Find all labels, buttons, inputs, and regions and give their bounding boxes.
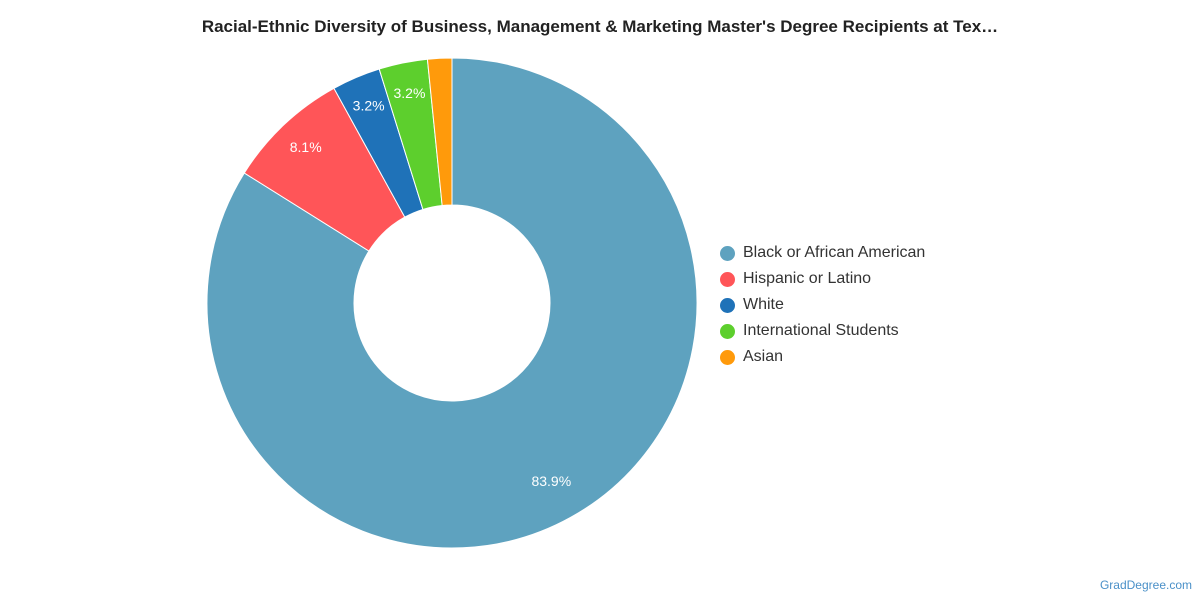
legend-swatch <box>720 323 735 339</box>
credit-link[interactable]: GradDegree.com <box>1099 578 1192 592</box>
legend-item-international-students[interactable]: International Students <box>720 318 925 344</box>
legend-label: Hispanic or Latino <box>743 270 872 287</box>
data-labels-group: 83.9% 8.1% 3.2% 3.2% <box>290 85 571 489</box>
legend-label: International Students <box>743 322 899 339</box>
legend: Black or African American Hispanic or La… <box>720 240 925 370</box>
legend-swatch <box>720 297 735 313</box>
legend-label: White <box>743 296 784 313</box>
data-label-white: 3.2% <box>353 98 385 114</box>
legend-item-white[interactable]: White <box>720 292 925 318</box>
legend-item-asian[interactable]: Asian <box>720 344 925 370</box>
data-label-hispanic-or-latino: 8.1% <box>290 139 322 155</box>
legend-item-black-or-african-american[interactable]: Black or African American <box>720 240 925 266</box>
chart-title: Racial-Ethnic Diversity of Business, Man… <box>201 17 999 36</box>
legend-label: Black or African American <box>743 244 926 261</box>
legend-label: Asian <box>743 348 784 365</box>
data-label-international-students: 3.2% <box>394 85 426 101</box>
legend-swatch <box>720 349 735 365</box>
legend-swatch <box>720 271 735 287</box>
legend-swatch <box>720 245 735 261</box>
slice-black-or-african-american[interactable] <box>206 57 698 549</box>
slices-group <box>206 57 698 549</box>
slice-asian[interactable] <box>426 57 453 207</box>
data-label-black-or-african-american: 83.9% <box>531 473 571 489</box>
legend-item-hispanic-or-latino[interactable]: Hispanic or Latino <box>720 266 925 292</box>
